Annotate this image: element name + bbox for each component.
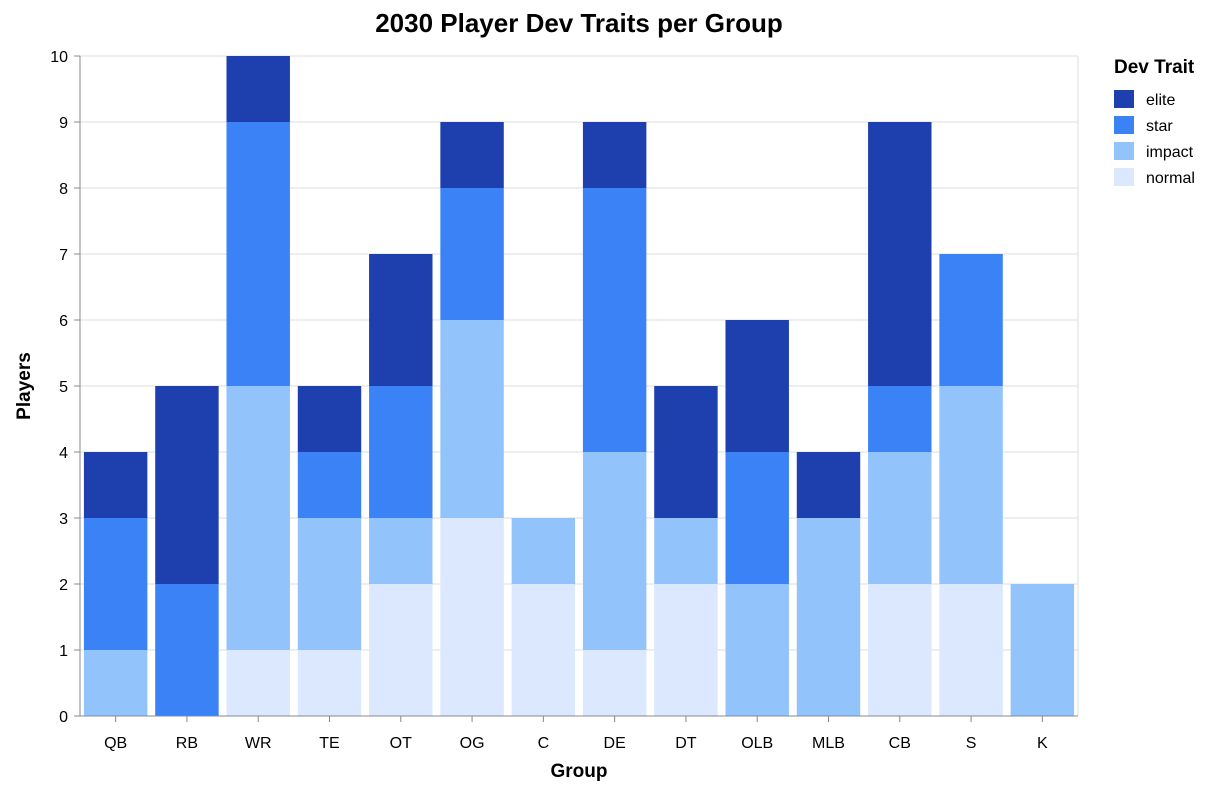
x-tick-label: TE bbox=[319, 735, 339, 752]
x-tick-label: CB bbox=[889, 735, 911, 752]
bar-wr-normal bbox=[226, 650, 290, 716]
x-tick-label: DT bbox=[675, 735, 697, 752]
bar-og-impact bbox=[440, 320, 504, 518]
x-tick-label: OT bbox=[390, 735, 412, 752]
x-tick-label: C bbox=[538, 735, 550, 752]
y-axis-title: Players bbox=[14, 352, 35, 420]
legend-swatch-impact bbox=[1114, 142, 1134, 160]
y-tick-label: 9 bbox=[59, 115, 68, 132]
bar-de-elite bbox=[582, 122, 647, 188]
bar-te-normal bbox=[297, 650, 362, 716]
bar-wr-elite bbox=[226, 56, 290, 122]
bar-wr-impact bbox=[226, 386, 290, 650]
legend-title: Dev Trait bbox=[1114, 57, 1195, 78]
bar-dt-impact bbox=[654, 518, 718, 584]
bar-c-impact bbox=[511, 518, 576, 584]
bar-qb-star bbox=[83, 518, 148, 650]
bar-dt-elite bbox=[654, 386, 718, 518]
bar-ot-normal bbox=[369, 584, 433, 716]
x-tick-label: K bbox=[1037, 735, 1048, 752]
bar-dt-normal bbox=[654, 584, 718, 716]
bar-s-impact bbox=[939, 386, 1003, 584]
bar-rb-elite bbox=[155, 386, 219, 584]
bar-cb-normal bbox=[868, 584, 932, 716]
legend-swatch-star bbox=[1114, 116, 1134, 134]
x-axis: QB RB WR TE OT OG C DE DT OLB MLB CB S K bbox=[80, 715, 1078, 752]
x-tick-label: DE bbox=[604, 735, 626, 752]
chart-title: 2030 Player Dev Traits per Group bbox=[375, 8, 783, 38]
y-tick-label: 5 bbox=[59, 379, 68, 396]
legend-label-elite: elite bbox=[1146, 92, 1175, 109]
y-tick-label: 1 bbox=[59, 643, 68, 660]
bar-wr-star bbox=[226, 122, 290, 386]
bar-og-elite bbox=[440, 122, 504, 188]
legend-label-normal: normal bbox=[1146, 170, 1195, 187]
legend-swatch-elite bbox=[1114, 90, 1134, 108]
bars bbox=[83, 56, 1075, 716]
bar-olb-star bbox=[725, 452, 789, 584]
y-tick-label: 4 bbox=[59, 445, 68, 462]
bar-s-normal bbox=[939, 584, 1003, 716]
bar-te-star bbox=[297, 452, 362, 518]
bar-de-normal bbox=[582, 650, 647, 716]
y-tick-label: 7 bbox=[59, 247, 68, 264]
legend-label-star: star bbox=[1146, 118, 1173, 135]
y-tick-label: 3 bbox=[59, 511, 68, 528]
bar-cb-impact bbox=[868, 452, 932, 584]
legend: Dev Trait elite star impact normal bbox=[1114, 57, 1195, 187]
bar-mlb-impact bbox=[796, 518, 861, 716]
bar-mlb-elite bbox=[796, 452, 861, 518]
bar-s-star bbox=[939, 254, 1003, 386]
bar-olb-impact bbox=[725, 584, 789, 716]
bar-ot-impact bbox=[369, 518, 433, 584]
bar-qb-impact bbox=[83, 650, 148, 716]
x-tick-label: OG bbox=[460, 735, 485, 752]
x-tick-label: WR bbox=[245, 735, 272, 752]
bar-te-impact bbox=[297, 518, 362, 650]
legend-label-impact: impact bbox=[1146, 144, 1194, 161]
bar-olb-elite bbox=[725, 320, 789, 452]
x-tick-label: S bbox=[966, 735, 977, 752]
bar-cb-elite bbox=[868, 122, 932, 386]
bar-de-impact bbox=[582, 452, 647, 650]
y-tick-label: 6 bbox=[59, 313, 68, 330]
bar-k-impact bbox=[1010, 584, 1075, 716]
bar-te-elite bbox=[297, 386, 362, 452]
x-tick-label: RB bbox=[176, 735, 198, 752]
x-tick-label: OLB bbox=[741, 735, 773, 752]
bar-de-star bbox=[582, 188, 647, 452]
x-tick-label: MLB bbox=[812, 735, 845, 752]
bar-ot-star bbox=[369, 386, 433, 518]
x-axis-title: Group bbox=[551, 761, 608, 782]
bar-rb-star bbox=[155, 584, 219, 716]
legend-swatch-normal bbox=[1114, 168, 1134, 186]
y-tick-label: 8 bbox=[59, 181, 68, 198]
y-axis: 0 1 2 3 4 5 6 7 8 9 10 bbox=[50, 49, 81, 726]
x-tick-label: QB bbox=[104, 735, 127, 752]
y-tick-label: 10 bbox=[50, 49, 68, 66]
bar-c-normal bbox=[511, 584, 576, 716]
bar-og-normal bbox=[440, 518, 504, 716]
bar-ot-elite bbox=[369, 254, 433, 386]
y-tick-label: 0 bbox=[59, 709, 68, 726]
bar-cb-star bbox=[868, 386, 932, 452]
y-tick-label: 2 bbox=[59, 577, 68, 594]
bar-og-star bbox=[440, 188, 504, 320]
bar-qb-elite bbox=[83, 452, 148, 518]
